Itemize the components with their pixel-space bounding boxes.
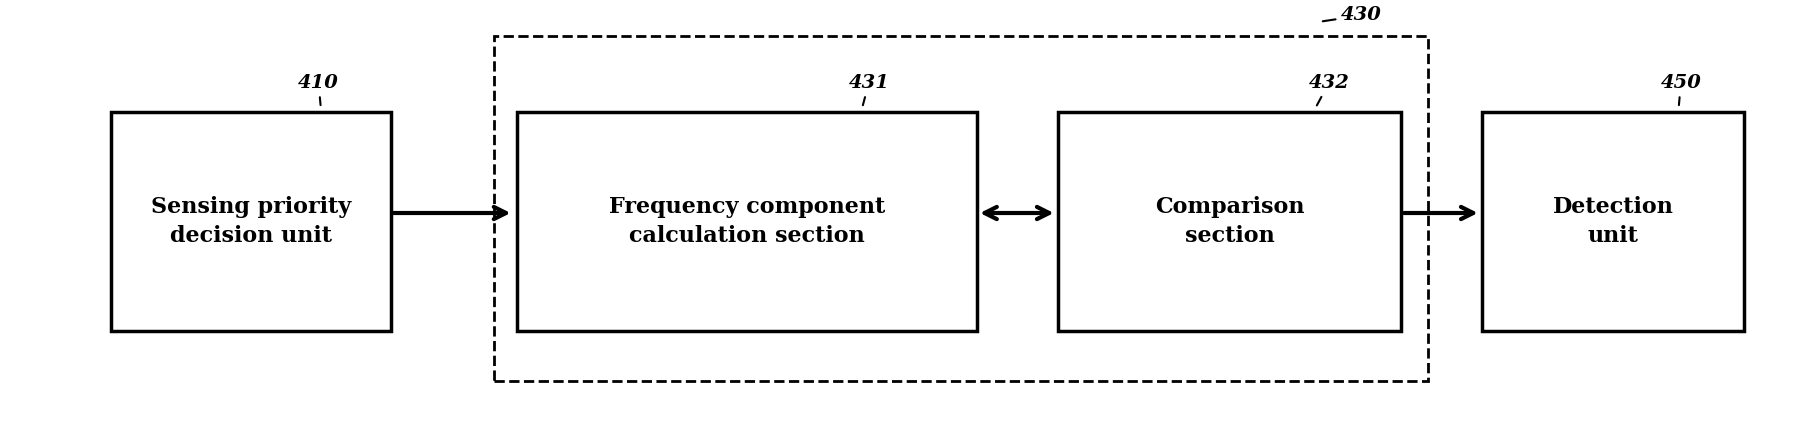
Text: 410: 410	[299, 74, 338, 105]
FancyBboxPatch shape	[494, 36, 1428, 381]
Text: 432: 432	[1309, 74, 1350, 106]
Text: Sensing priority
decision unit: Sensing priority decision unit	[150, 196, 351, 247]
Text: Detection
unit: Detection unit	[1553, 196, 1674, 247]
FancyBboxPatch shape	[1059, 112, 1401, 331]
Text: 430: 430	[1323, 6, 1383, 24]
Text: 450: 450	[1660, 74, 1701, 105]
Text: 431: 431	[849, 74, 889, 105]
Text: Frequency component
calculation section: Frequency component calculation section	[608, 196, 885, 247]
FancyBboxPatch shape	[1482, 112, 1745, 331]
FancyBboxPatch shape	[518, 112, 977, 331]
Text: Comparison
section: Comparison section	[1155, 196, 1305, 247]
FancyBboxPatch shape	[110, 112, 391, 331]
